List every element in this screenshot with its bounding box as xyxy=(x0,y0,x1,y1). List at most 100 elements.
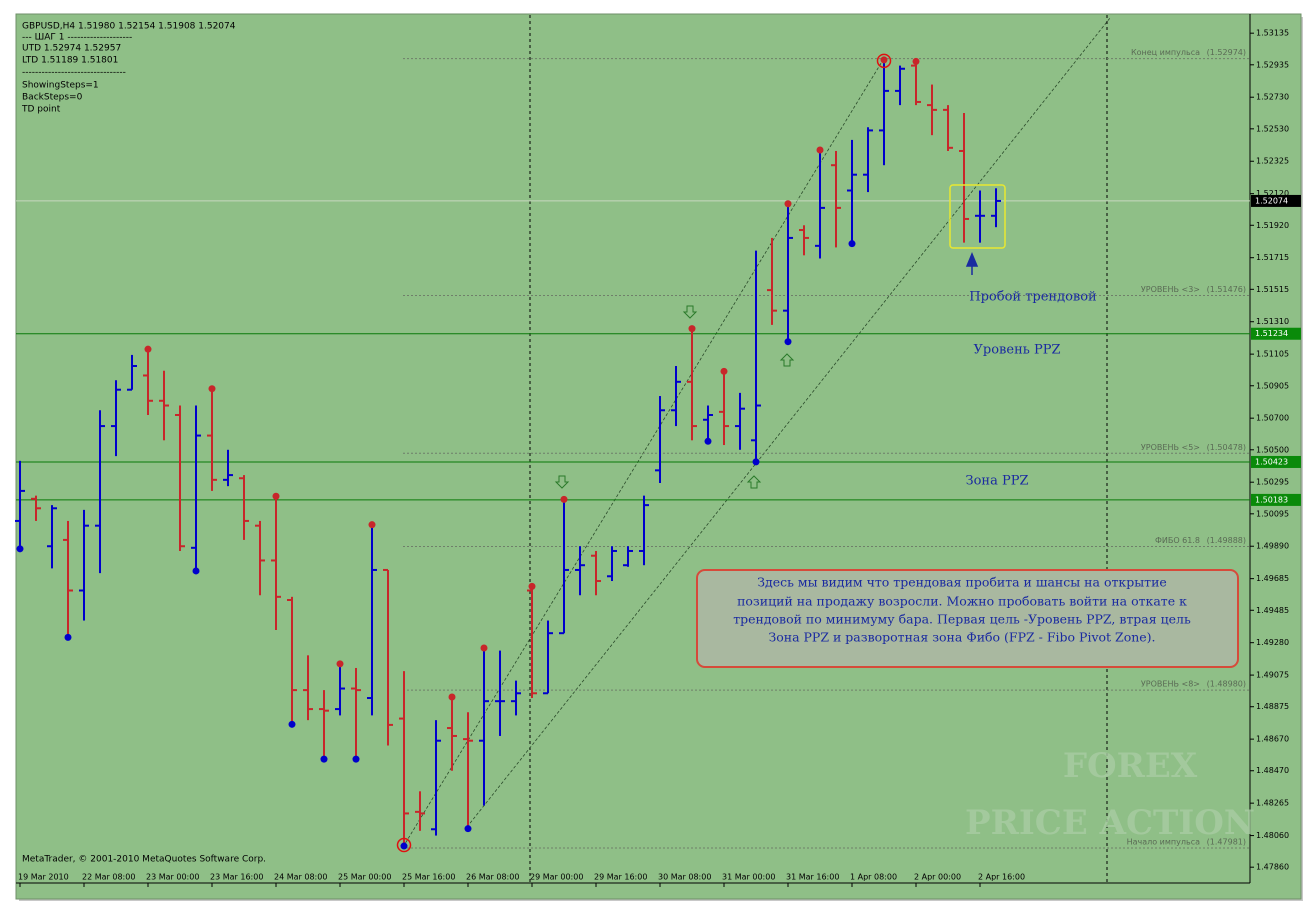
y-tick-label: 1.47860 xyxy=(1256,863,1289,872)
y-tick-label: 1.51105 xyxy=(1256,350,1289,359)
x-tick-label: 29 Mar 16:00 xyxy=(594,873,647,882)
td-point-low xyxy=(288,720,296,728)
fibo-label: (1.48980) xyxy=(1207,680,1246,689)
price-tag xyxy=(1251,194,1301,207)
y-tick-label: 1.48060 xyxy=(1256,831,1289,840)
comment-line: Зона PPZ и разворотная зона Фибо (FPZ - … xyxy=(768,630,1155,645)
x-tick-label: 23 Mar 00:00 xyxy=(146,873,199,882)
y-tick-label: 1.48470 xyxy=(1256,766,1289,775)
td-point-high xyxy=(144,345,152,353)
x-tick-label: 2 Apr 16:00 xyxy=(978,873,1025,882)
td-point-low xyxy=(784,338,792,346)
td-point-low xyxy=(848,240,856,248)
header-line: BackSteps=0 xyxy=(22,93,83,103)
arrow-up xyxy=(779,353,795,367)
y-tick-label: 1.52325 xyxy=(1256,157,1289,166)
x-tick-label: 31 Mar 00:00 xyxy=(722,873,775,882)
y-tick-label: 1.49890 xyxy=(1256,542,1289,551)
td-point-high xyxy=(912,57,920,65)
arrow-down xyxy=(682,305,698,319)
y-tick-label: 1.50700 xyxy=(1256,414,1289,423)
x-tick-label: 23 Mar 16:00 xyxy=(210,873,263,882)
y-tick-label: 1.50500 xyxy=(1256,445,1289,454)
td-point-high xyxy=(720,367,728,375)
y-tick-label: 1.49075 xyxy=(1256,671,1289,680)
x-tick-label: 25 Mar 16:00 xyxy=(402,873,455,882)
td-point-high xyxy=(336,660,344,668)
x-tick-label: 29 Mar 00:00 xyxy=(530,873,583,882)
annotation: Уровень PPZ xyxy=(974,343,1061,358)
comment-line: трендовой по минимуму бара. Первая цель … xyxy=(733,612,1191,627)
td-point-low xyxy=(16,545,24,553)
y-tick-label: 1.51715 xyxy=(1256,253,1289,262)
comment-box xyxy=(696,569,1239,668)
header-line: -------------------------------- xyxy=(22,68,126,78)
price-tag-label: 1.50183 xyxy=(1255,495,1288,504)
fibo-label: (1.47981) xyxy=(1207,838,1246,847)
highlight-box xyxy=(949,184,1006,249)
annotation: Зона PPZ xyxy=(965,474,1028,489)
x-tick-label: 22 Mar 08:00 xyxy=(82,873,135,882)
price-tag-label: 1.50423 xyxy=(1255,457,1288,466)
td-point-high xyxy=(448,693,456,701)
x-tick-label: 25 Mar 00:00 xyxy=(338,873,391,882)
chart-background xyxy=(15,13,1302,900)
y-tick-label: 1.48670 xyxy=(1256,735,1289,744)
watermark: FOREX xyxy=(1063,746,1198,786)
fibo-name: УРОВЕНЬ <8> xyxy=(1141,680,1200,689)
comment-line: позиций на продажу возросли. Можно пробо… xyxy=(737,594,1187,609)
y-tick-label: 1.48875 xyxy=(1256,702,1289,711)
price-tag xyxy=(1251,327,1301,340)
header-line: UTD 1.52974 1.52957 xyxy=(22,44,121,54)
pointer-arrow xyxy=(965,252,979,275)
y-tick-label: 1.52120 xyxy=(1256,189,1289,198)
price-tag-label: 1.51234 xyxy=(1255,329,1288,338)
td-point-high xyxy=(368,521,376,529)
x-tick-label: 2 Apr 00:00 xyxy=(914,873,961,882)
td-point-high xyxy=(880,56,888,64)
y-tick-label: 1.53135 xyxy=(1256,29,1289,38)
x-tick-label: 1 Apr 08:00 xyxy=(850,873,897,882)
header-line: ShowingSteps=1 xyxy=(22,81,99,91)
td-point-low xyxy=(192,567,200,575)
td-point-low xyxy=(400,842,408,850)
x-tick-label: 24 Mar 08:00 xyxy=(274,873,327,882)
y-tick-label: 1.49485 xyxy=(1256,606,1289,615)
price-tag-label: 1.52074 xyxy=(1255,196,1288,205)
comment-line: Здесь мы видим что трендовая пробита и ш… xyxy=(757,575,1167,590)
fibo-name: ФИБО 61.8 xyxy=(1155,536,1200,545)
td-point-low xyxy=(320,755,328,763)
td-point-high xyxy=(272,492,280,500)
td-point-low xyxy=(352,755,360,763)
td-point-high xyxy=(480,644,488,652)
td-point-low xyxy=(64,633,72,641)
y-tick-label: 1.50095 xyxy=(1256,509,1289,518)
td-point-low xyxy=(464,825,472,833)
fibo-name: УРОВЕНЬ <3> xyxy=(1141,285,1200,294)
arrow-up xyxy=(746,475,762,489)
y-tick-label: 1.52530 xyxy=(1256,124,1289,133)
td-circle xyxy=(396,837,412,853)
fibo-label: (1.50478) xyxy=(1207,443,1246,452)
watermark: PRICE ACTION xyxy=(965,803,1255,843)
header-line: TD point xyxy=(21,105,61,115)
x-tick-label: 19 Mar 2010 xyxy=(18,873,69,882)
y-tick-label: 1.50905 xyxy=(1256,381,1289,390)
x-tick-label: 30 Mar 08:00 xyxy=(658,873,711,882)
td-point-high xyxy=(816,146,824,154)
fibo-name: Начало импульса xyxy=(1127,838,1201,847)
td-point-high xyxy=(688,325,696,333)
fibo-name: Конец импульса xyxy=(1131,48,1200,57)
annotation: Пробой трендовой xyxy=(969,290,1096,305)
fibo-name: УРОВЕНЬ <5> xyxy=(1141,443,1200,452)
arrow-down xyxy=(554,475,570,489)
td-point-high xyxy=(560,495,568,503)
fibo-label: (1.49888) xyxy=(1207,536,1246,545)
td-point-high xyxy=(208,385,216,393)
x-tick-label: 31 Mar 16:00 xyxy=(786,873,839,882)
fibo-label: (1.52974) xyxy=(1207,48,1246,57)
y-tick-label: 1.48265 xyxy=(1256,799,1289,808)
y-tick-label: 1.51920 xyxy=(1256,221,1289,230)
td-point-high xyxy=(784,200,792,208)
